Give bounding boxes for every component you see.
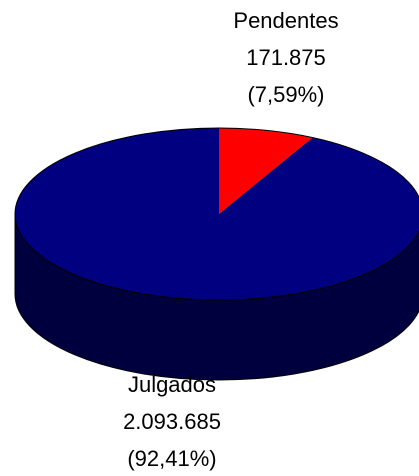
slice-percent-pendentes: (7,59%): [247, 82, 324, 107]
pie-slice-julgados: [14, 128, 419, 300]
slice-label-pendentes: Pendentes: [233, 8, 338, 33]
pie-labels: Pendentes 171.875 (7,59%) Julgados 2.093…: [123, 8, 339, 471]
pie-top-outline: [14, 127, 419, 301]
slice-percent-julgados: (92,41%): [127, 446, 216, 471]
slice-value-pendentes: 171.875: [246, 45, 326, 70]
slice-value-julgados: 2.093.685: [123, 409, 221, 434]
pie-slice-pendentes: [219, 128, 313, 214]
slice-label-julgados: Julgados: [128, 372, 216, 397]
pie-top-layer: [14, 127, 419, 301]
